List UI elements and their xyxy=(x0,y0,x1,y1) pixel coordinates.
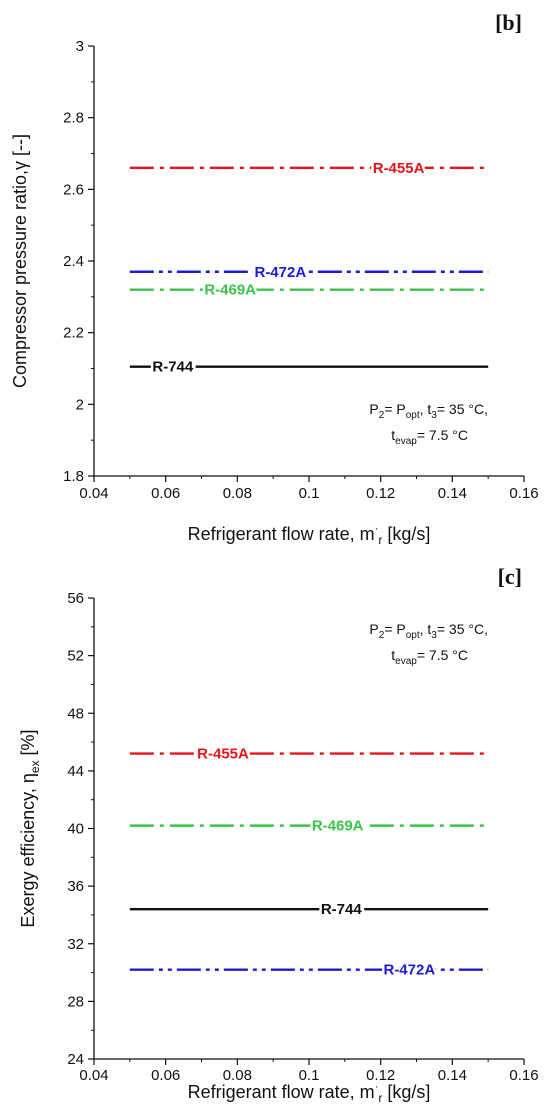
x-tick-label: 0.12 xyxy=(366,485,395,502)
series-label-r-472a: R-472A xyxy=(383,962,435,979)
x-tick-label: 0.06 xyxy=(151,1067,180,1084)
y-tick-label: 2.4 xyxy=(63,253,84,270)
x-tick-label: 0.04 xyxy=(79,1067,108,1084)
x-tick-label: 0.06 xyxy=(151,485,180,502)
x-axis-label: Refrigerant flow rate, m·r [kg/s] xyxy=(188,523,431,547)
y-tick-label: 56 xyxy=(67,590,84,607)
x-tick-label: 0.04 xyxy=(79,485,108,502)
chart-panel-1: [c] 0.04 0.06 0.08 0.1 0.12 0.14 0.16 24 28 32 36 40… xyxy=(18,564,539,1105)
x-tick-label: 0.14 xyxy=(438,485,467,502)
condition-note-line2: tevap= 7.5 °C xyxy=(391,427,468,447)
panel-tag: [b] xyxy=(495,10,522,35)
series-label-r-455a: R-455A xyxy=(197,746,249,763)
x-tick-label: 0.1 xyxy=(299,1067,320,1084)
y-tick-label: 2.8 xyxy=(63,110,84,127)
series-label-r-455a: R-455A xyxy=(373,160,425,177)
y-tick-label: 2.6 xyxy=(63,181,84,198)
x-tick-label: 0.16 xyxy=(509,485,538,502)
series-label-r-744: R-744 xyxy=(152,359,194,376)
series-label-r-744: R-744 xyxy=(321,901,363,918)
y-axis-label: Exergy efficiency, ηex [%] xyxy=(18,729,42,927)
x-tick-label: 0.16 xyxy=(509,1067,538,1084)
condition-note-line1: P2= Popt, t3= 35 °C, xyxy=(369,401,488,421)
y-tick-label: 24 xyxy=(67,1051,84,1068)
y-tick-label: 36 xyxy=(67,878,84,895)
y-tick-label: 40 xyxy=(67,821,84,838)
y-tick-label: 1.8 xyxy=(63,468,84,485)
x-tick-label: 0.08 xyxy=(223,485,252,502)
y-tick-label: 52 xyxy=(67,648,84,665)
y-tick-label: 28 xyxy=(67,993,84,1010)
series-label-r-469a: R-469A xyxy=(204,282,256,299)
panel-tag: [c] xyxy=(498,564,522,589)
y-tick-label: 44 xyxy=(67,763,84,780)
x-tick-label: 0.08 xyxy=(223,1067,252,1084)
y-tick-label: 48 xyxy=(67,705,84,722)
condition-note-line1: P2= Popt, t3= 35 °C, xyxy=(369,621,488,641)
x-tick-label: 0.12 xyxy=(366,1067,395,1084)
y-axis-label: Compressor pressure ratio,γ [--] xyxy=(10,134,30,388)
x-axis-label: Refrigerant flow rate, m·r [kg/s] xyxy=(188,1081,431,1105)
chart-panel-0: [b] 0.04 0.06 0.08 0.1 0.12 0.14 0.16 1.8 2 2.2 2.4… xyxy=(10,10,539,547)
series-label-r-469a: R-469A xyxy=(312,818,364,835)
x-tick-label: 0.14 xyxy=(438,1067,467,1084)
y-tick-label: 2.2 xyxy=(63,325,84,342)
y-tick-label: 3 xyxy=(76,38,84,55)
x-tick-label: 0.1 xyxy=(299,485,320,502)
series-label-r-472a: R-472A xyxy=(254,264,306,281)
condition-note-line2: tevap= 7.5 °C xyxy=(391,647,468,667)
y-tick-label: 32 xyxy=(67,936,84,953)
y-tick-label: 2 xyxy=(76,396,84,413)
